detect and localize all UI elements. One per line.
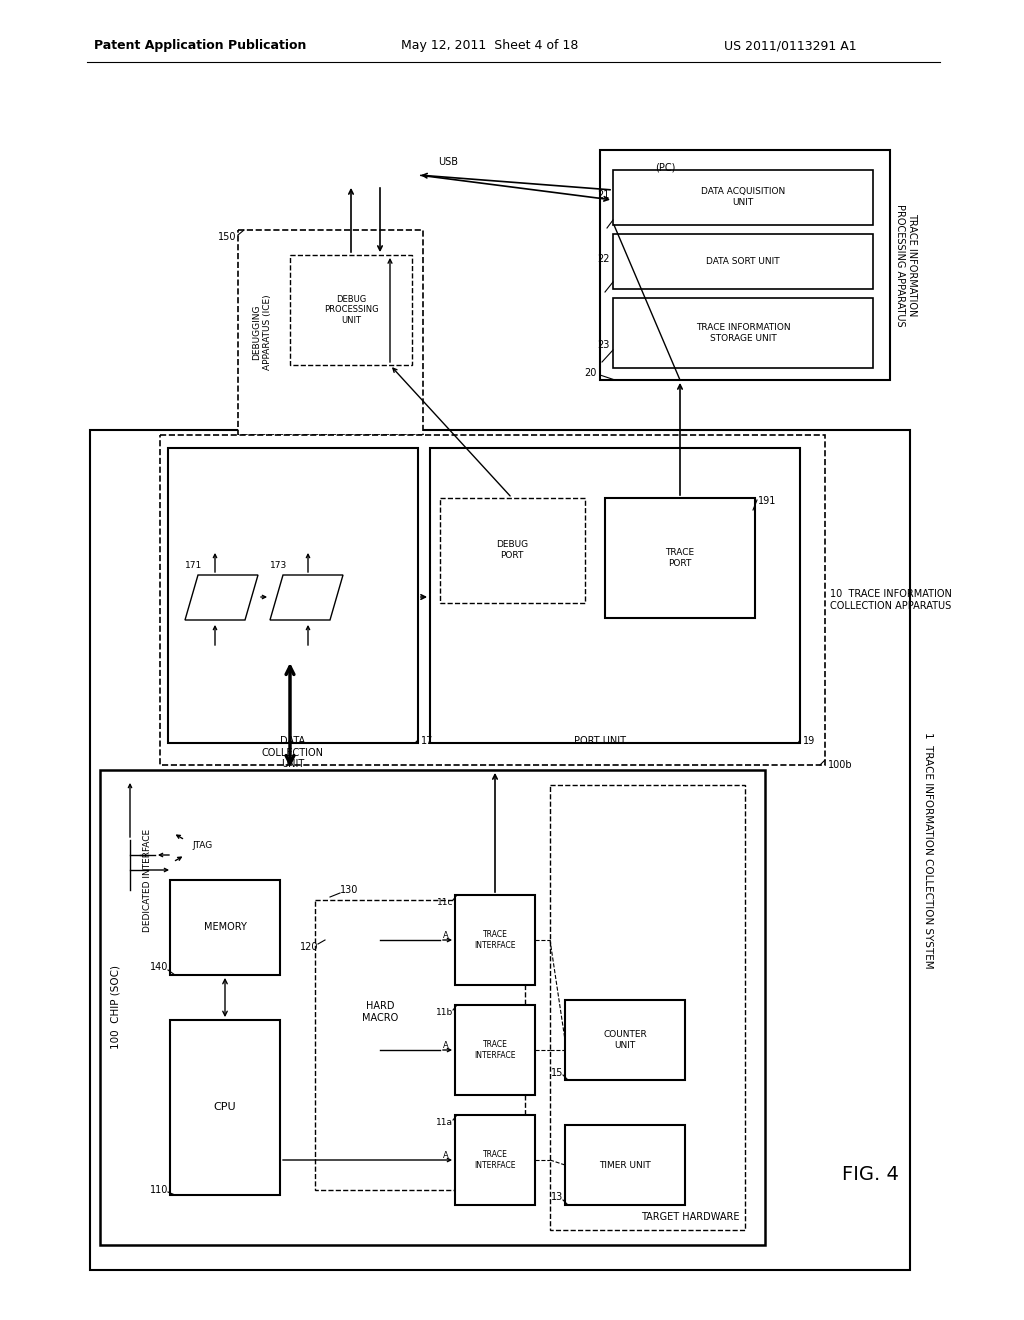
Text: 15: 15 [551,1068,563,1078]
Text: TRACE
INTERFACE: TRACE INTERFACE [474,931,516,949]
Text: DATA ACQUISITION
UNIT: DATA ACQUISITION UNIT [700,187,785,207]
Text: TRACE
PORT: TRACE PORT [666,548,694,568]
Bar [238,230,423,436]
Text: 173: 173 [270,561,288,570]
Text: 130: 130 [340,884,358,895]
Bar [100,770,765,1245]
Text: 150: 150 [217,232,236,242]
Text: DEBUG
PORT: DEBUG PORT [496,540,528,560]
Text: 171: 171 [185,561,203,570]
Bar [90,430,910,1270]
Text: 100b: 100b [828,760,853,770]
Text: TRACE
INTERFACE: TRACE INTERFACE [474,1150,516,1170]
Text: 11b: 11b [436,1008,453,1016]
Text: 1  TRACE INFORMATION COLLECTION SYSTEM: 1 TRACE INFORMATION COLLECTION SYSTEM [923,731,933,969]
Text: Patent Application Publication: Patent Application Publication [94,40,306,53]
Bar [605,498,755,618]
Bar [613,170,873,224]
Text: DATA SORT UNIT: DATA SORT UNIT [707,256,780,265]
Text: FIG. 4: FIG. 4 [842,1166,898,1184]
Bar [565,1001,685,1080]
Text: 140: 140 [150,962,168,972]
Bar [550,785,745,1230]
Text: TRACE
INTERFACE: TRACE INTERFACE [474,1040,516,1060]
Text: USB: USB [438,157,458,168]
Bar [170,1020,280,1195]
Text: 13: 13 [551,1192,563,1203]
Bar [613,298,873,368]
Text: (PC): (PC) [655,162,676,172]
Text: COUNTER
UNIT: COUNTER UNIT [603,1031,647,1049]
Bar [455,1115,535,1205]
Text: 11a: 11a [436,1118,453,1127]
Text: A: A [443,931,449,940]
Text: MEMORY: MEMORY [204,921,247,932]
Text: A: A [443,1151,449,1159]
Text: 110: 110 [150,1185,168,1195]
Text: DEBUG
PROCESSING
UNIT: DEBUG PROCESSING UNIT [324,296,378,325]
Text: TRACE INFORMATION
PROCESSING APPARATUS: TRACE INFORMATION PROCESSING APPARATUS [895,203,916,326]
Text: 120: 120 [299,942,318,952]
Text: May 12, 2011  Sheet 4 of 18: May 12, 2011 Sheet 4 of 18 [401,40,579,53]
Text: JTAG: JTAG [193,841,212,850]
Text: CPU: CPU [214,1102,237,1111]
Text: DEBUGGING
APPARATUS (ICE): DEBUGGING APPARATUS (ICE) [252,294,271,370]
Text: 22: 22 [597,253,610,264]
Text: 23: 23 [598,341,610,350]
Text: 21: 21 [598,190,610,201]
Text: HARD
MACRO: HARD MACRO [361,1001,398,1023]
Text: DEDICATED INTERFACE: DEDICATED INTERFACE [143,829,153,932]
Bar [440,498,585,603]
Bar [613,234,873,289]
Bar [455,1005,535,1096]
Text: TRACE INFORMATION
STORAGE UNIT: TRACE INFORMATION STORAGE UNIT [695,323,791,343]
Bar [168,447,418,743]
Text: 191: 191 [758,496,776,506]
Text: 11c: 11c [436,898,453,907]
Text: DATA
COLLECTION
UNIT: DATA COLLECTION UNIT [262,737,324,770]
Text: TARGET HARDWARE: TARGET HARDWARE [641,1212,740,1222]
Bar [455,895,535,985]
Text: PORT UNIT: PORT UNIT [574,737,626,746]
Text: 20: 20 [585,368,597,378]
Text: 17: 17 [421,737,433,746]
Text: US 2011/0113291 A1: US 2011/0113291 A1 [724,40,856,53]
Bar [600,150,890,380]
Bar [319,940,440,1085]
Bar [565,1125,685,1205]
Text: 100  CHIP (SOC): 100 CHIP (SOC) [111,965,121,1049]
Bar [430,447,800,743]
Text: 10  TRACE INFORMATION
COLLECTION APPARATUS: 10 TRACE INFORMATION COLLECTION APPARATU… [830,589,952,611]
Bar [315,900,525,1191]
Bar [160,436,825,766]
Text: 19: 19 [803,737,815,746]
Text: TIMER UNIT: TIMER UNIT [599,1160,651,1170]
Bar [170,880,280,975]
Bar [290,255,412,366]
Text: A: A [443,1040,449,1049]
